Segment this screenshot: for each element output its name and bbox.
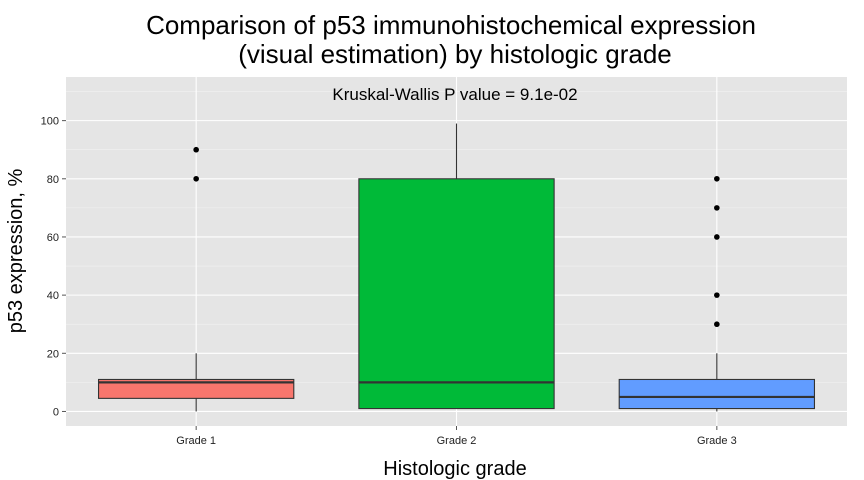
x-tick-label: Grade 2 <box>437 435 477 447</box>
box-grade-1 <box>97 146 295 412</box>
outlier-point <box>193 175 199 182</box>
outlier-point <box>193 146 199 153</box>
box-grade-2 <box>358 123 555 410</box>
y-axis-ticks: 0 20 40 60 80 100 <box>41 116 66 418</box>
y-tick-label: 80 <box>47 174 59 186</box>
outlier-point <box>714 234 720 240</box>
chart-title-line-1: Comparison of p53 immunohistochemical ex… <box>146 10 756 40</box>
y-tick-label: 100 <box>41 116 59 128</box>
boxes-layer <box>97 123 816 412</box>
box-iqr <box>97 378 295 399</box>
outlier-point <box>714 205 720 211</box>
box-iqr <box>358 178 555 410</box>
y-axis-title: p53 expression, % <box>5 169 27 334</box>
box-iqr <box>618 378 816 410</box>
x-tick-label: Grade 3 <box>697 435 737 447</box>
kruskal-wallis-annotation: Kruskal-Wallis P value = 9.1e-02 <box>332 85 577 104</box>
x-axis-title: Histologic grade <box>383 458 526 480</box>
box-grade-3 <box>618 175 816 412</box>
y-tick-label: 40 <box>47 290 59 302</box>
outlier-point <box>714 175 720 182</box>
y-tick-label: 20 <box>47 348 59 360</box>
outlier-point <box>714 292 720 298</box>
x-axis-ticks: Grade 1 Grade 2 Grade 3 <box>176 426 737 447</box>
y-tick-label: 0 <box>53 406 59 418</box>
x-tick-label: Grade 1 <box>176 435 216 447</box>
outlier-point <box>714 321 720 328</box>
chart-title-line-2: (visual estimation) by histologic grade <box>238 39 672 69</box>
y-tick-label: 60 <box>47 232 59 244</box>
